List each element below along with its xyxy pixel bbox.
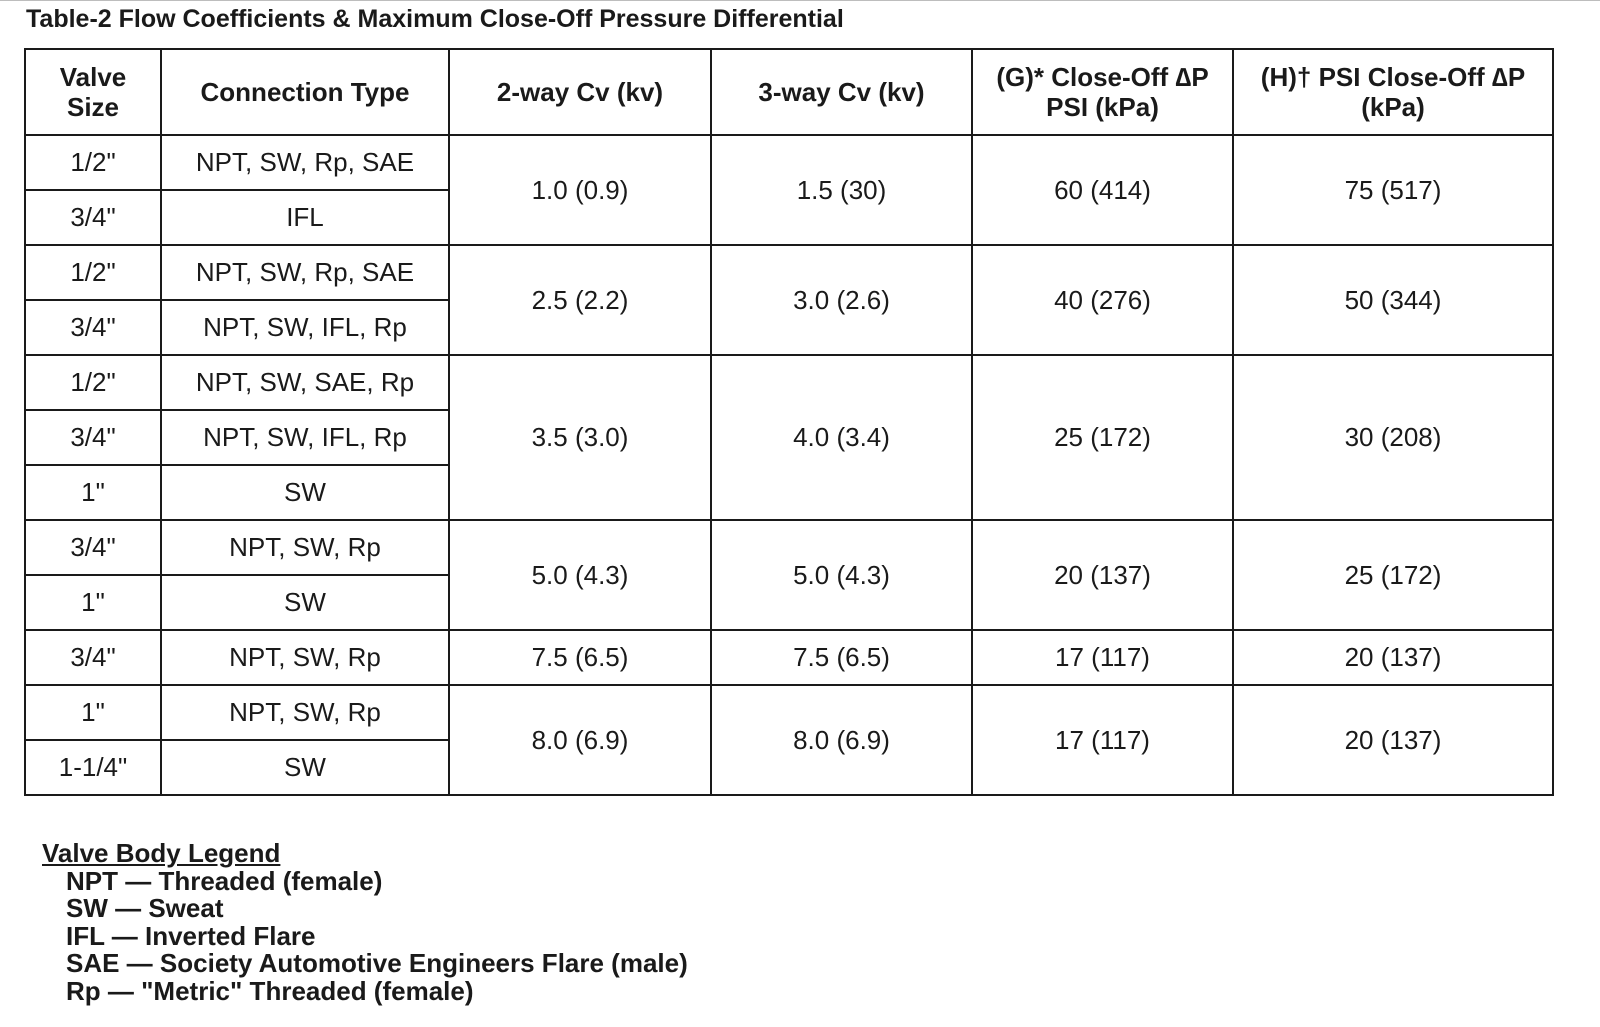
connection-type-cell: NPT, SW, Rp, SAE [160, 134, 450, 191]
header-two-way-cv: 2-way Cv (kv) [448, 48, 712, 136]
valve-size-cell: 1" [24, 684, 162, 741]
table-title: Table-2 Flow Coefficients & Maximum Clos… [26, 5, 844, 33]
g-close-off-cell: 20 (137) [971, 519, 1234, 631]
h-close-off-cell: 50 (344) [1232, 244, 1554, 356]
h-close-off-cell: 20 (137) [1232, 684, 1554, 796]
g-close-off-cell: 40 (276) [971, 244, 1234, 356]
g-close-off-cell: 17 (117) [971, 629, 1234, 686]
three-way-cv-cell: 3.0 (2.6) [710, 244, 973, 356]
valve-size-cell: 1-1/4" [24, 739, 162, 796]
header-h-close-off: (H)† PSI Close-Off ∆P (kPa) [1232, 48, 1554, 136]
g-close-off-cell: 60 (414) [971, 134, 1234, 246]
table-row: 1-1/4" SW [24, 739, 1553, 796]
table-row: 3/4" IFL [24, 189, 1553, 246]
valve-size-cell: 1/2" [24, 134, 162, 191]
connection-type-cell: SW [160, 464, 450, 521]
h-close-off-cell: 20 (137) [1232, 629, 1554, 686]
valve-size-cell: 3/4" [24, 629, 162, 686]
g-close-off-cell: 25 (172) [971, 354, 1234, 521]
header-h-line1: (H)† PSI Close-Off ∆P [1260, 62, 1526, 92]
table-row: 1/2" NPT, SW, SAE, Rp 3.5 (3.0) 4.0 (3.4… [24, 354, 1554, 521]
g-close-off-cell: 17 (117) [971, 684, 1234, 796]
table-row: 1/2" NPT, SW, Rp, SAE 1.0 (0.9) 1.5 (30)… [24, 134, 1554, 246]
two-way-cv-cell: 3.5 (3.0) [448, 354, 712, 521]
connection-type-cell: NPT, SW, IFL, Rp [160, 299, 450, 356]
valve-size-cell: 3/4" [24, 409, 162, 466]
connection-type-cell: IFL [160, 189, 450, 246]
header-g-line1: (G)* Close-Off ∆P [996, 62, 1209, 92]
header-valve-size-line2: Size [66, 92, 120, 122]
table-row: 3/4" NPT, SW, IFL, Rp [24, 299, 1553, 356]
valve-size-cell: 1/2" [24, 244, 162, 301]
h-close-off-cell: 75 (517) [1232, 134, 1554, 246]
connection-type-cell: NPT, SW, Rp [160, 684, 450, 741]
flow-coefficients-table: Valve Size Connection Type 2-way Cv (kv)… [24, 48, 1554, 796]
two-way-cv-cell: 1.0 (0.9) [448, 134, 712, 246]
connection-type-cell: NPT, SW, IFL, Rp [160, 409, 450, 466]
connection-type-cell: SW [160, 739, 450, 796]
header-valve-size-line1: Valve [59, 62, 127, 92]
two-way-cv-cell: 7.5 (6.5) [448, 629, 712, 686]
table-row: 1" SW [24, 464, 1553, 521]
valve-size-cell: 1" [24, 464, 162, 521]
three-way-cv-cell: 5.0 (4.3) [710, 519, 973, 631]
header-row: Valve Size Connection Type 2-way Cv (kv)… [24, 48, 1554, 136]
legend-item-sw: SW — Sweat [66, 893, 224, 923]
header-valve-size: Valve Size [24, 48, 162, 136]
table-row: 1/2" NPT, SW, Rp, SAE 2.5 (2.2) 3.0 (2.6… [24, 244, 1554, 356]
connection-type-cell: NPT, SW, Rp [160, 519, 450, 576]
legend-title: Valve Body Legend [42, 838, 281, 868]
three-way-cv-cell: 8.0 (6.9) [710, 684, 973, 796]
valve-size-cell: 1/2" [24, 354, 162, 411]
valve-size-cell: 3/4" [24, 189, 162, 246]
two-way-cv-cell: 5.0 (4.3) [448, 519, 712, 631]
h-close-off-cell: 30 (208) [1232, 354, 1554, 521]
three-way-cv-cell: 7.5 (6.5) [710, 629, 973, 686]
table-row: 1" SW [24, 574, 1553, 631]
valve-size-cell: 3/4" [24, 299, 162, 356]
legend-item-npt: NPT — Threaded (female) [66, 865, 383, 896]
table-row: 3/4" NPT, SW, IFL, Rp [24, 409, 1553, 466]
table-row: 3/4" NPT, SW, Rp 7.5 (6.5) 7.5 (6.5) 17 … [24, 629, 1554, 686]
h-close-off-cell: 25 (172) [1232, 519, 1554, 631]
valve-size-cell: 3/4" [24, 519, 162, 576]
three-way-cv-cell: 1.5 (30) [710, 134, 973, 246]
three-way-cv-cell: 4.0 (3.4) [710, 354, 973, 521]
valve-size-cell: 1" [24, 574, 162, 631]
table-row: 1" NPT, SW, Rp 8.0 (6.9) 8.0 (6.9) 17 (1… [24, 684, 1554, 796]
legend-item-rp: Rp — "Metric" Threaded (female) [66, 975, 474, 1006]
header-h-line2: (kPa) [1361, 92, 1425, 122]
connection-type-cell: SW [160, 574, 450, 631]
legend-item-sae: SAE — Society Automotive Engineers Flare… [66, 948, 688, 978]
header-g-line2: PSI (kPa) [1046, 92, 1159, 122]
connection-type-cell: NPT, SW, SAE, Rp [160, 354, 450, 411]
valve-body-legend: Valve Body Legend NPT — Threaded (female… [42, 838, 688, 1006]
connection-type-cell: NPT, SW, Rp, SAE [160, 244, 450, 301]
table-row: 3/4" NPT, SW, Rp 5.0 (4.3) 5.0 (4.3) 20 … [24, 519, 1554, 631]
top-rule [0, 0, 1600, 1]
two-way-cv-cell: 2.5 (2.2) [448, 244, 712, 356]
header-g-close-off: (G)* Close-Off ∆P PSI (kPa) [971, 48, 1234, 136]
two-way-cv-cell: 8.0 (6.9) [448, 684, 712, 796]
legend-item-ifl: IFL — Inverted Flare [66, 920, 316, 951]
header-three-way-cv: 3-way Cv (kv) [710, 48, 973, 136]
connection-type-cell: NPT, SW, Rp [160, 629, 450, 686]
header-connection-type: Connection Type [160, 48, 450, 136]
